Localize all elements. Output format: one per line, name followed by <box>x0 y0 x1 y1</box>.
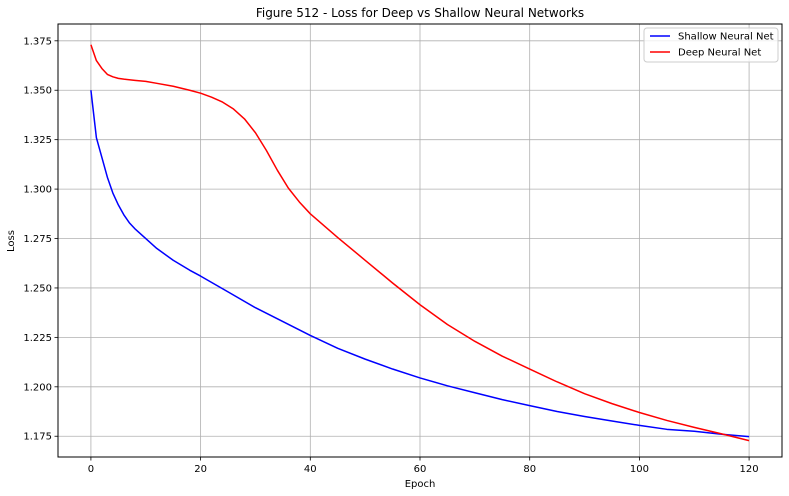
legend-label-shallow: Shallow Neural Net <box>678 32 774 43</box>
x-tick-label: 80 <box>523 464 536 475</box>
y-tick-label: 1.250 <box>23 283 52 294</box>
y-axis-label: Loss <box>6 230 17 252</box>
axis-ticks <box>54 40 750 461</box>
x-tick-label: 100 <box>630 464 649 475</box>
x-tick-label: 0 <box>88 464 94 475</box>
y-tick-label: 1.200 <box>23 382 52 393</box>
y-tick-label: 1.375 <box>23 36 52 47</box>
x-tick-label: 60 <box>414 464 427 475</box>
x-tick-label: 120 <box>740 464 759 475</box>
grid-lines <box>58 24 782 457</box>
y-tick-label: 1.225 <box>23 333 52 344</box>
y-tick-label: 1.300 <box>23 185 52 196</box>
legend: Shallow Neural Net Deep Neural Net <box>643 27 779 63</box>
series-line-shallow <box>90 90 750 438</box>
series-line-deep <box>90 44 750 442</box>
series-layer <box>90 44 750 442</box>
y-tick-label: 1.350 <box>23 86 52 97</box>
y-tick-label: 1.175 <box>23 432 52 443</box>
x-tick-label: 20 <box>194 464 207 475</box>
legend-frame <box>643 27 779 63</box>
legend-label-deep: Deep Neural Net <box>678 48 761 59</box>
x-axis-label: Epoch <box>405 479 436 490</box>
chart-title: Figure 512 - Loss for Deep vs Shallow Ne… <box>256 6 584 20</box>
y-tick-label: 1.325 <box>23 135 52 146</box>
tick-labels: 0 20 40 60 80 100 120 1.175 1.200 1.225 1.250 1.275… <box>23 36 758 475</box>
y-tick-label: 1.275 <box>23 234 52 245</box>
x-tick-label: 40 <box>304 464 317 475</box>
